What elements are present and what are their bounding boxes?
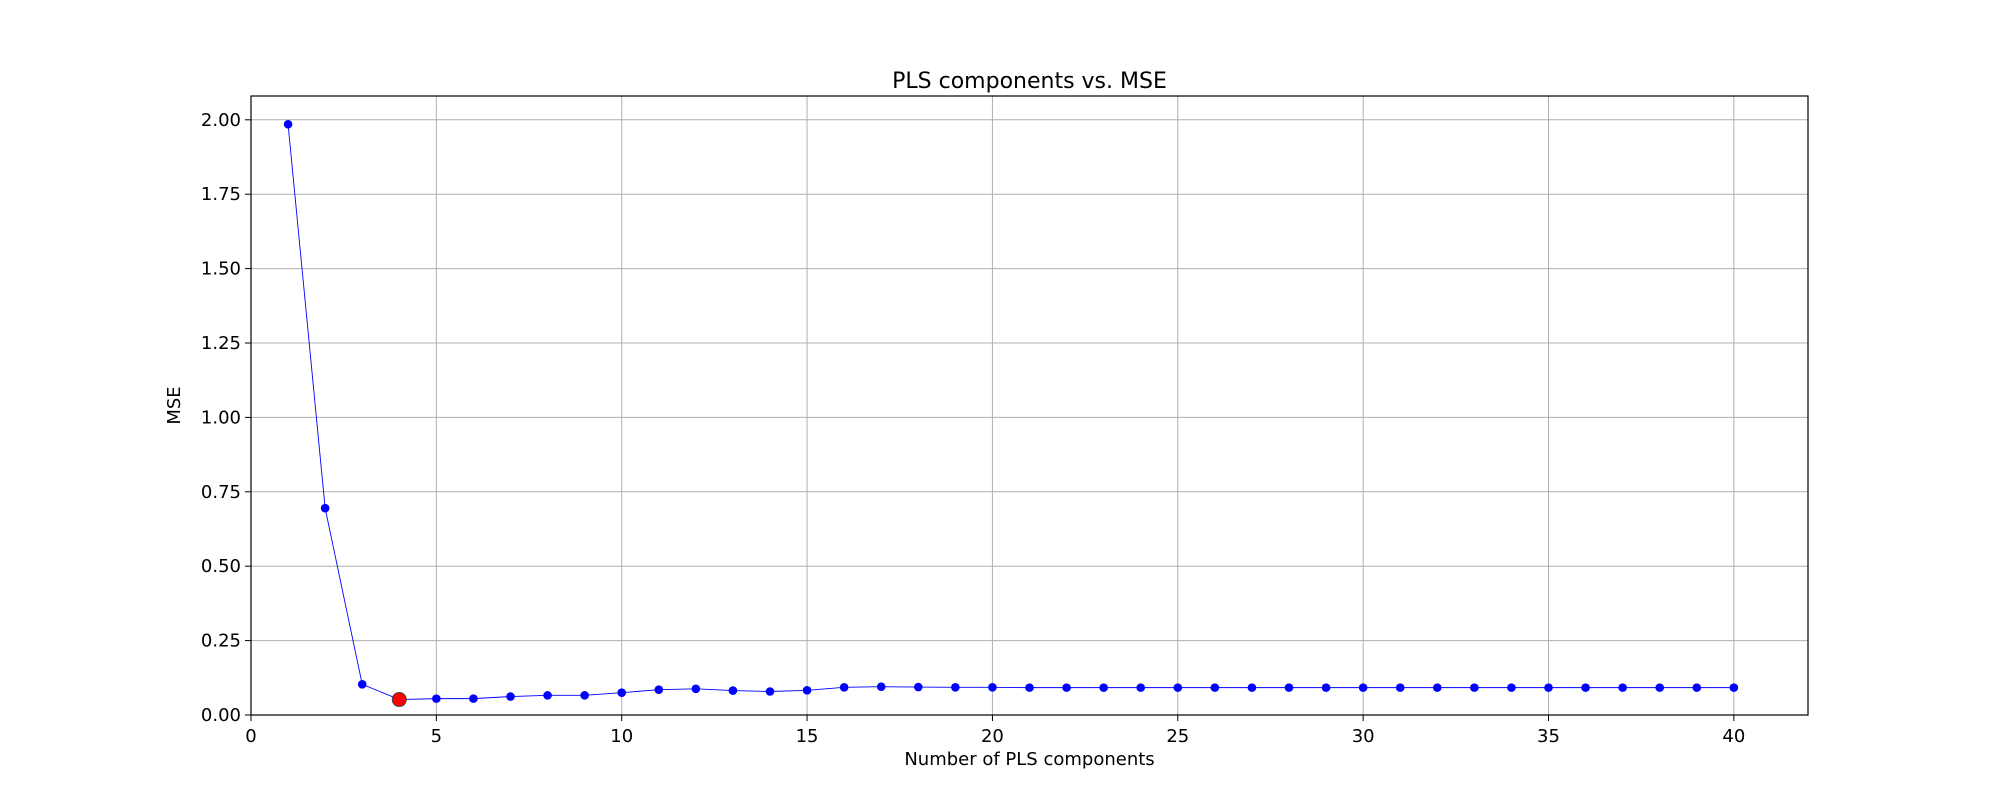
data-point — [432, 694, 441, 703]
x-tick-label: 15 — [796, 726, 819, 747]
data-point — [876, 682, 886, 692]
data-point — [728, 686, 738, 695]
y-tick-label: 2.00 — [201, 110, 241, 131]
data-point — [1544, 683, 1553, 692]
y-tick-label: 1.25 — [201, 333, 241, 354]
data-point — [1655, 683, 1665, 692]
data-point — [1099, 683, 1108, 692]
plot-frame — [250, 95, 1809, 716]
x-tick-label: 20 — [981, 726, 1004, 747]
y-tick-label: 0.00 — [201, 705, 241, 726]
data-point — [1432, 683, 1442, 692]
y-tick-label: 0.50 — [201, 556, 241, 577]
data-point — [543, 691, 552, 700]
y-tick-label: 0.25 — [201, 631, 241, 652]
data-point — [1247, 683, 1257, 692]
data-point — [1395, 683, 1405, 692]
y-tick-label: 0.75 — [201, 482, 241, 503]
x-tick-label: 40 — [1722, 726, 1745, 747]
data-point — [1321, 683, 1331, 692]
data-point — [1173, 683, 1183, 692]
data-point — [691, 684, 701, 694]
min-mse-highlight-point — [391, 692, 407, 708]
highlight-group — [391, 692, 407, 708]
data-point — [988, 683, 997, 692]
data-point — [839, 683, 849, 692]
x-axis-label: Number of PLS components — [904, 749, 1154, 770]
data-point — [1062, 683, 1071, 692]
series-line-group — [287, 124, 1734, 700]
x-tick-label: 5 — [431, 726, 442, 747]
y-axis-ticks: 0.00 0.25 0.50 0.75 1.00 1.25 1.50 1.75 2.00 — [201, 110, 251, 726]
chart-title: PLS components vs. MSE — [892, 69, 1167, 94]
data-point — [1470, 683, 1479, 692]
data-point — [802, 685, 812, 695]
data-point — [320, 503, 330, 513]
y-axis-label: MSE — [164, 386, 185, 424]
data-point — [1581, 683, 1590, 692]
data-point — [654, 685, 664, 695]
data-point — [617, 688, 627, 697]
data-point — [580, 691, 589, 700]
data-point — [951, 683, 960, 692]
data-point — [1729, 683, 1739, 692]
data-point — [913, 682, 923, 692]
y-tick-label: 1.75 — [201, 184, 241, 205]
data-point — [357, 680, 367, 689]
data-point — [1618, 683, 1627, 692]
grid-lines — [250, 96, 1808, 716]
data-point — [1136, 683, 1146, 692]
data-point — [765, 687, 775, 696]
data-point — [1358, 683, 1368, 692]
x-axis-ticks: 0 5 10 15 20 25 30 35 40 — [245, 715, 1745, 747]
x-tick-label: 25 — [1166, 726, 1189, 747]
data-point — [1284, 683, 1294, 692]
data-point — [506, 692, 515, 701]
x-tick-label: 0 — [245, 726, 256, 747]
data-point — [283, 119, 293, 129]
data-points-group — [283, 119, 1739, 704]
x-tick-label: 35 — [1537, 726, 1560, 747]
data-point — [1692, 683, 1702, 692]
data-point — [1507, 683, 1516, 692]
data-point — [1025, 683, 1034, 692]
data-point — [469, 694, 478, 703]
y-tick-label: 1.50 — [201, 259, 241, 280]
x-tick-label: 30 — [1352, 726, 1375, 747]
series-line — [287, 124, 1734, 700]
y-tick-label: 1.00 — [201, 407, 241, 428]
x-tick-label: 10 — [610, 726, 633, 747]
data-point — [1210, 683, 1220, 692]
